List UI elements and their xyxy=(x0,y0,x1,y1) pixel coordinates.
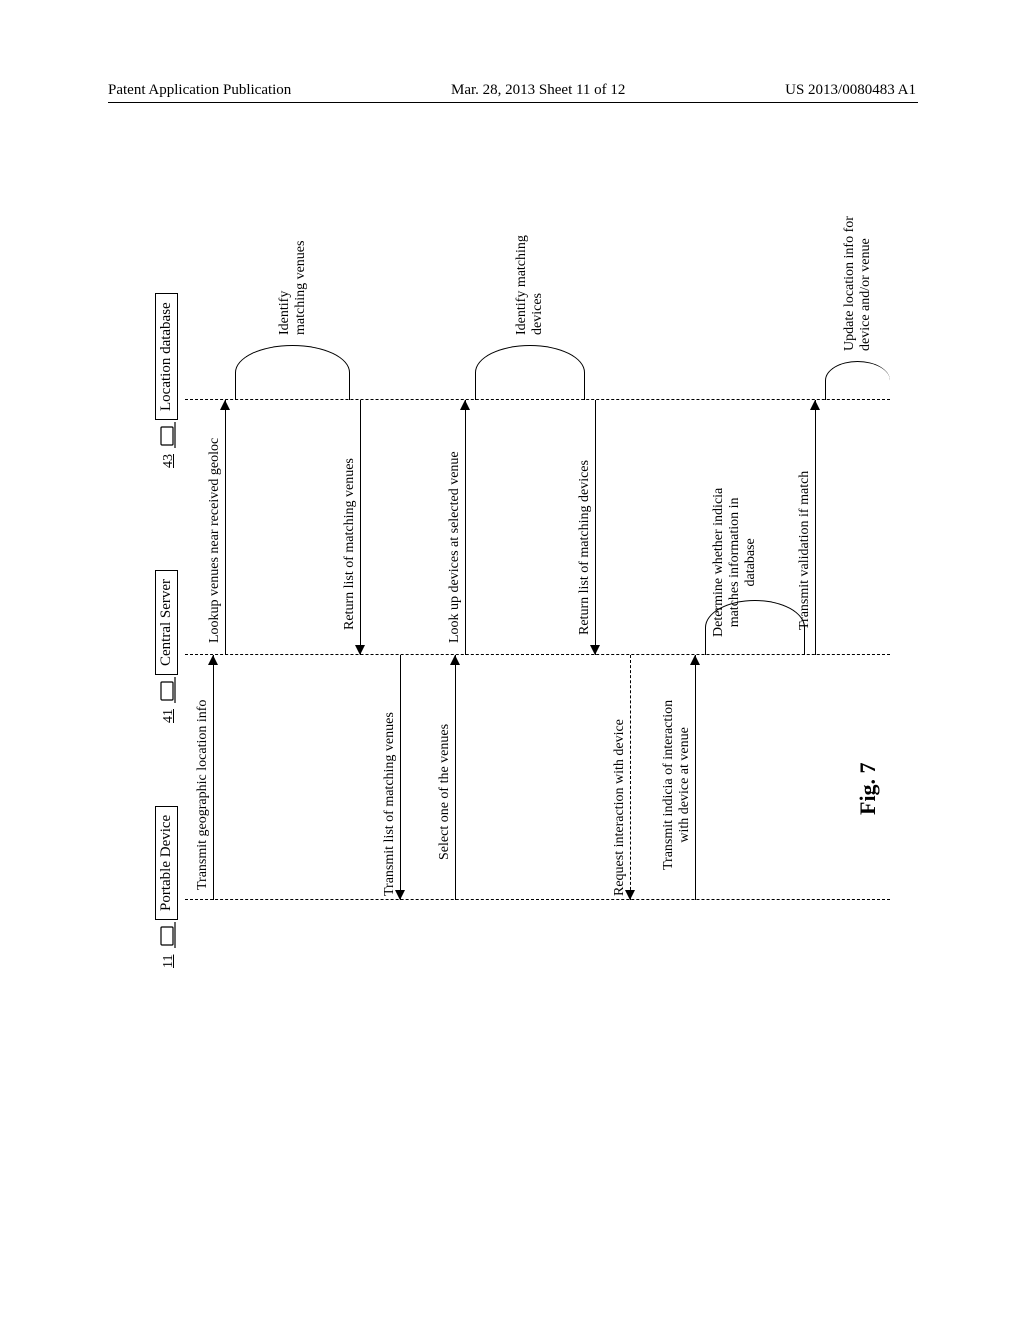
message-arrow xyxy=(630,655,631,900)
self-message-label: Determine whether indiciamatches informa… xyxy=(711,488,759,637)
participant-number: 11 xyxy=(161,955,177,968)
message-arrow xyxy=(400,655,401,900)
message-arrow xyxy=(213,655,214,900)
header-right: US 2013/0080483 A1 xyxy=(785,82,916,99)
participant-number: 41 xyxy=(161,709,177,723)
arrowhead-icon xyxy=(460,400,470,410)
message-label: Transmit indicia of interactionwith devi… xyxy=(661,700,693,870)
arrowhead-icon xyxy=(810,400,820,410)
participant-icon xyxy=(159,422,177,448)
message-label: Request interaction with device xyxy=(612,719,628,896)
message-arrow xyxy=(815,400,816,655)
sequence-diagram: Portable Device 11 Central Server 41 Locatio… xyxy=(155,245,915,975)
self-message-label: Identifymatching venues xyxy=(277,241,309,335)
message-label: Transmit validation if match xyxy=(797,471,813,630)
message-label: Lookup venues near received geoloc xyxy=(207,438,223,643)
arrowhead-icon xyxy=(590,645,600,655)
self-message-arc xyxy=(825,361,890,400)
participant-box: Portable Device xyxy=(155,806,178,920)
message-label: Return list of matching venues xyxy=(342,458,358,630)
message-arrow xyxy=(465,400,466,655)
arrowhead-icon xyxy=(355,645,365,655)
arrowhead-icon xyxy=(690,655,700,665)
participant-box: Central Server xyxy=(155,570,178,675)
self-message-arc xyxy=(475,345,585,400)
lifeline xyxy=(185,899,890,900)
participant-icon xyxy=(159,677,177,703)
message-arrow xyxy=(225,400,226,655)
message-label: Select one of the venues xyxy=(437,724,453,860)
arrowhead-icon xyxy=(208,655,218,665)
self-message-label: Identify matchingdevices xyxy=(514,235,546,335)
participant-icon xyxy=(159,922,177,948)
header-left: Patent Application Publication xyxy=(108,82,291,99)
participant-number: 43 xyxy=(161,454,177,468)
arrowhead-icon xyxy=(220,400,230,410)
participant-box: Location database xyxy=(155,293,178,420)
message-arrow xyxy=(595,400,596,655)
message-label: Return list of matching devices xyxy=(577,460,593,635)
message-label: Transmit geographic location info xyxy=(195,700,211,890)
header-rule xyxy=(108,102,918,103)
message-arrow xyxy=(455,655,456,900)
message-label: Look up devices at selected venue xyxy=(447,451,463,643)
self-message-label: Update location info fordevice and/or ve… xyxy=(842,216,874,351)
figure-label: Fig. 7 xyxy=(855,762,881,815)
self-message-arc xyxy=(235,345,350,400)
header-center: Mar. 28, 2013 Sheet 11 of 12 xyxy=(451,82,625,99)
message-arrow xyxy=(360,400,361,655)
message-arrow xyxy=(695,655,696,900)
arrowhead-icon xyxy=(450,655,460,665)
message-label: Transmit list of matching venues xyxy=(382,712,398,896)
